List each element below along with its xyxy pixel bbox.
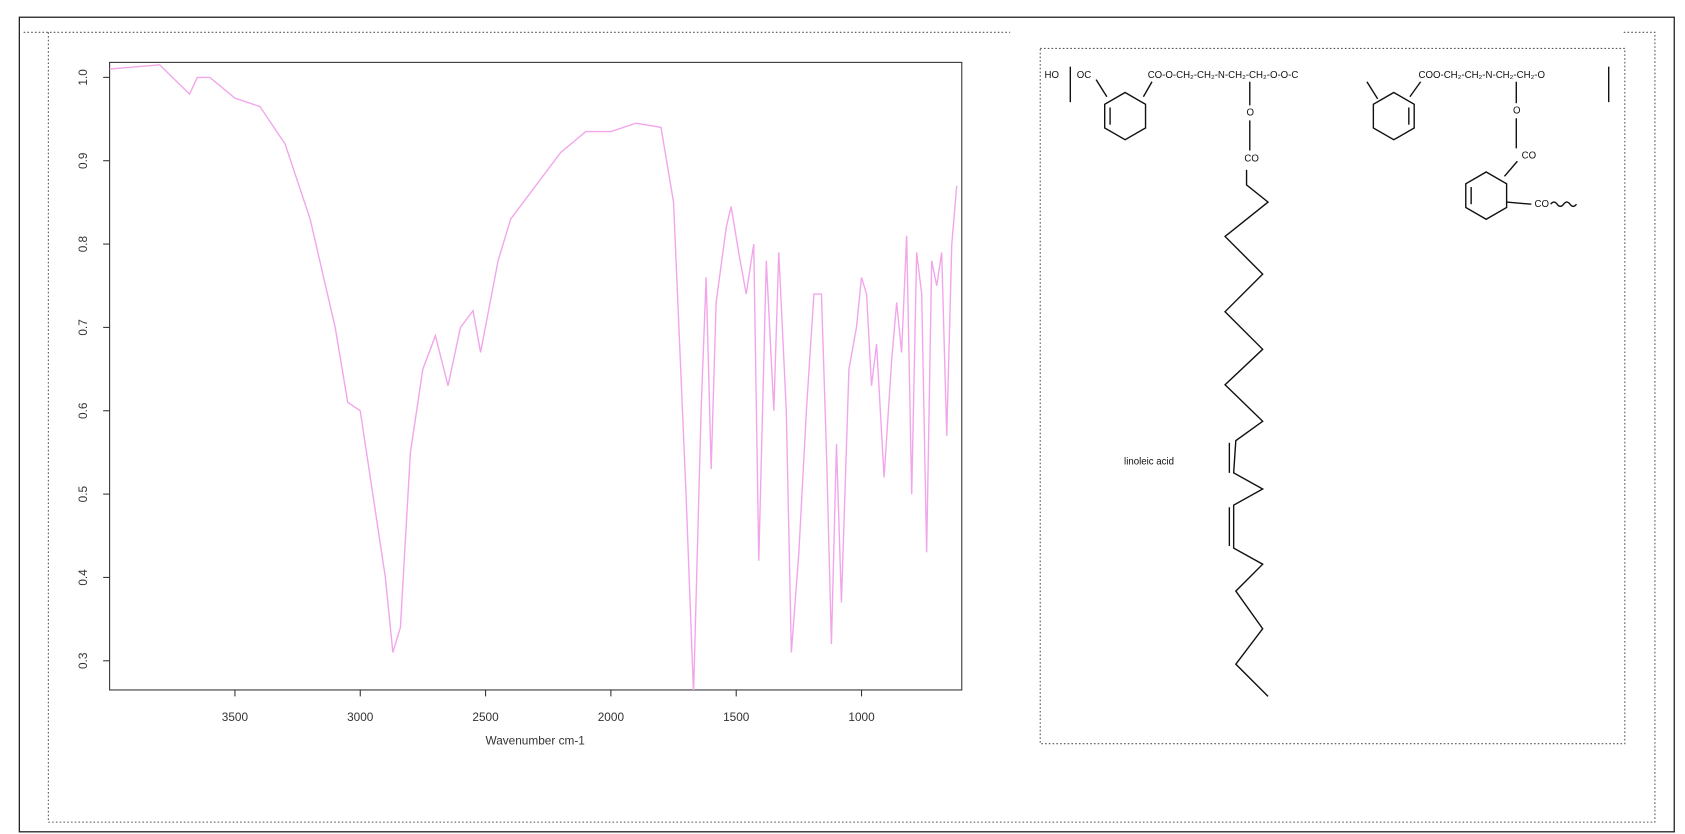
- structure-text: CO: [1535, 199, 1550, 210]
- bond: [1142, 81, 1153, 98]
- dotted-frame: [23, 31, 1656, 823]
- x-tick-label: 1000: [848, 710, 875, 724]
- outer-frame: [18, 16, 1675, 833]
- structure-text: CO: [1244, 154, 1259, 165]
- x-tick-label: 3000: [347, 710, 374, 724]
- chain-label: linoleic acid: [1124, 457, 1174, 468]
- structure-text: HO: [1045, 70, 1060, 81]
- x-axis-label: Wavenumber cm-1: [485, 734, 584, 748]
- y-tick-label: 0.7: [76, 319, 90, 335]
- bond: [1503, 160, 1518, 177]
- wavy-bond: [1550, 201, 1578, 208]
- plot-frame: [109, 61, 963, 691]
- x-tick-label: 3500: [222, 710, 249, 724]
- x-tick-label: 2500: [472, 710, 499, 724]
- bond: [1409, 81, 1422, 98]
- structure-frame: [1039, 47, 1626, 745]
- y-tick-label: 0.9: [76, 152, 90, 169]
- y-tick-label: 0.8: [76, 235, 90, 252]
- structure-text: CO-O-CH₂-CH₂-N-CH₂-CH₂-O-O-C: [1148, 70, 1299, 81]
- benzene-ring: [1465, 171, 1508, 221]
- fatty-chain: [1224, 169, 1270, 697]
- bond: [1366, 81, 1379, 100]
- spectrum-line: [109, 64, 958, 690]
- bond: [1506, 201, 1532, 205]
- structure: HO OC CO-O-CH₂-CH₂-N-CH₂-CH₂-O-O-C COO-C…: [1045, 66, 1610, 697]
- y-tick-label: 0.3: [76, 652, 90, 669]
- y-tick-label: 1.0: [76, 69, 90, 86]
- structure-text: OC: [1077, 70, 1092, 81]
- structure-text: O: [1513, 105, 1521, 116]
- y-tick-label: 0.5: [76, 485, 90, 502]
- bond: [1095, 79, 1108, 98]
- y-tick-label: 0.4: [76, 569, 90, 586]
- y-tick-label: 0.6: [76, 402, 90, 419]
- benzene-ring: [1372, 91, 1415, 141]
- benzene-ring: [1104, 91, 1147, 141]
- x-tick-label: 2000: [598, 710, 625, 724]
- structure-text: COO-CH₂-CH₂-N-CH₂-CH₂-O: [1418, 70, 1545, 81]
- structure-text: CO: [1522, 150, 1537, 161]
- structure-text: O: [1247, 107, 1255, 118]
- x-tick-label: 1500: [723, 710, 750, 724]
